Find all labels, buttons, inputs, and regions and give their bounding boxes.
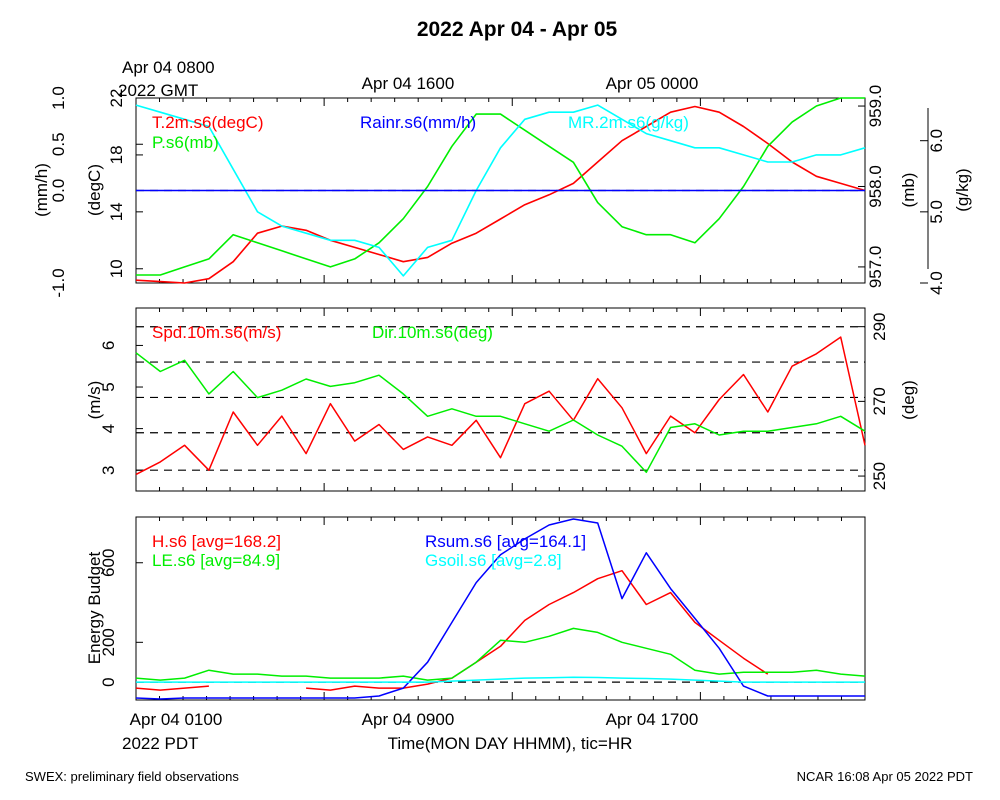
y-tick-label: 1.0 <box>49 86 68 110</box>
top-axis-label-2: Apr 04 1600 <box>362 74 455 93</box>
bottom-axis-second-line: 2022 PDT <box>122 734 199 753</box>
series-line-spd-10m-s6 <box>135 336 866 476</box>
footer-right: NCAR 16:08 Apr 05 2022 PDT <box>797 769 973 784</box>
series-line-p-s6 <box>136 97 865 276</box>
series-line-h-s6 <box>135 569 769 691</box>
series-line-mr-2m-s6 <box>135 104 866 277</box>
legend-gsoil: Gsoil.s6 [avg=2.8] <box>425 551 562 570</box>
top-axis-label-1: Apr 04 0800 <box>122 58 215 77</box>
bottom-panel-frame <box>135 516 866 701</box>
y-tick-label: 5.0 <box>927 200 946 224</box>
rain-axis-label: (mm/h) <box>32 163 51 217</box>
temp-axis-label: (degC) <box>85 164 104 216</box>
middle-panel: 3 4 5 6 250 270 290 <box>99 308 889 491</box>
dir-axis-label: (deg) <box>899 380 918 420</box>
y-tick-label: 957.0 <box>866 246 885 289</box>
y-tick-label: 250 <box>870 462 889 490</box>
bottom-axis-label-3: Apr 04 1700 <box>606 710 699 729</box>
y-tick-label: 22 <box>107 89 126 108</box>
legend-le: LE.s6 [avg=84.9] <box>152 551 280 570</box>
y-tick-label: -1.0 <box>49 268 68 297</box>
series-line-le-s6 <box>135 627 866 681</box>
y-tick-label: 959.0 <box>866 85 885 128</box>
legend-pres: P.s6(mb) <box>152 133 219 152</box>
y-tick-label: 5 <box>99 382 118 391</box>
y-tick-label: 290 <box>870 312 889 340</box>
y-tick-label: 6.0 <box>927 129 946 153</box>
series-line-rsum-s6 <box>135 518 865 700</box>
series-line-t-2m-s6 <box>135 105 866 284</box>
bottom-axis-label-1: Apr 04 0100 <box>130 710 223 729</box>
y-tick-label: 3 <box>99 465 118 474</box>
series-line-gsoil-s6 <box>136 676 865 683</box>
y-tick-label: 6 <box>99 341 118 350</box>
y-tick-label: 0.0 <box>49 179 68 203</box>
y-tick-label: 600 <box>99 549 118 577</box>
y-tick-label: 18 <box>107 145 126 164</box>
footer-left: SWEX: preliminary field observations <box>25 769 239 784</box>
series-line-dir-10m-s6 <box>135 352 866 474</box>
x-axis-title: Time(MON DAY HHMM), tic=HR <box>388 734 633 753</box>
energy-axis-label: Energy Budget <box>85 551 104 664</box>
y-tick-label: 0 <box>99 677 118 686</box>
y-tick-label: 0.5 <box>49 132 68 156</box>
top-axis-label-3: Apr 05 0000 <box>606 74 699 93</box>
legend-h: H.s6 [avg=168.2] <box>152 532 281 551</box>
y-tick-label: 958.0 <box>866 165 885 208</box>
legend-mr: MR.2m.s6(g/kg) <box>568 113 689 132</box>
y-tick-label: 200 <box>99 628 118 656</box>
y-tick-label: 270 <box>870 387 889 415</box>
bottom-panel: 0 200 600 <box>99 517 866 700</box>
legend-spd: Spd.10m.s6(m/s) <box>152 323 281 342</box>
legend-temp: T.2m.s6(degC) <box>152 113 263 132</box>
chart-title: 2022 Apr 04 - Apr 05 <box>417 18 618 41</box>
middle-panel-frame <box>135 307 866 492</box>
legend-rsum: Rsum.s6 [avg=164.1] <box>425 532 586 551</box>
legend-dir: Dir.10m.s6(deg) <box>372 323 493 342</box>
y-tick-label: 4.0 <box>927 271 946 295</box>
top-panel: -1.0 0.0 0.5 1.0 10 14 18 22 957.0 958.0 959.0 4.0 5… <box>49 85 946 298</box>
spd-axis-label: (m/s) <box>85 381 104 420</box>
legend-rain: Rainr.s6(mm/h) <box>360 113 476 132</box>
pres-axis-label: (mb) <box>899 173 918 208</box>
y-tick-label: 14 <box>107 202 126 221</box>
bottom-axis-label-2: Apr 04 0900 <box>362 710 455 729</box>
y-tick-label: 4 <box>99 424 118 433</box>
mr-axis-label: (g/kg) <box>953 168 972 211</box>
top-axis-second-line: 2022 GMT <box>118 81 198 100</box>
y-tick-label: 10 <box>107 259 126 278</box>
